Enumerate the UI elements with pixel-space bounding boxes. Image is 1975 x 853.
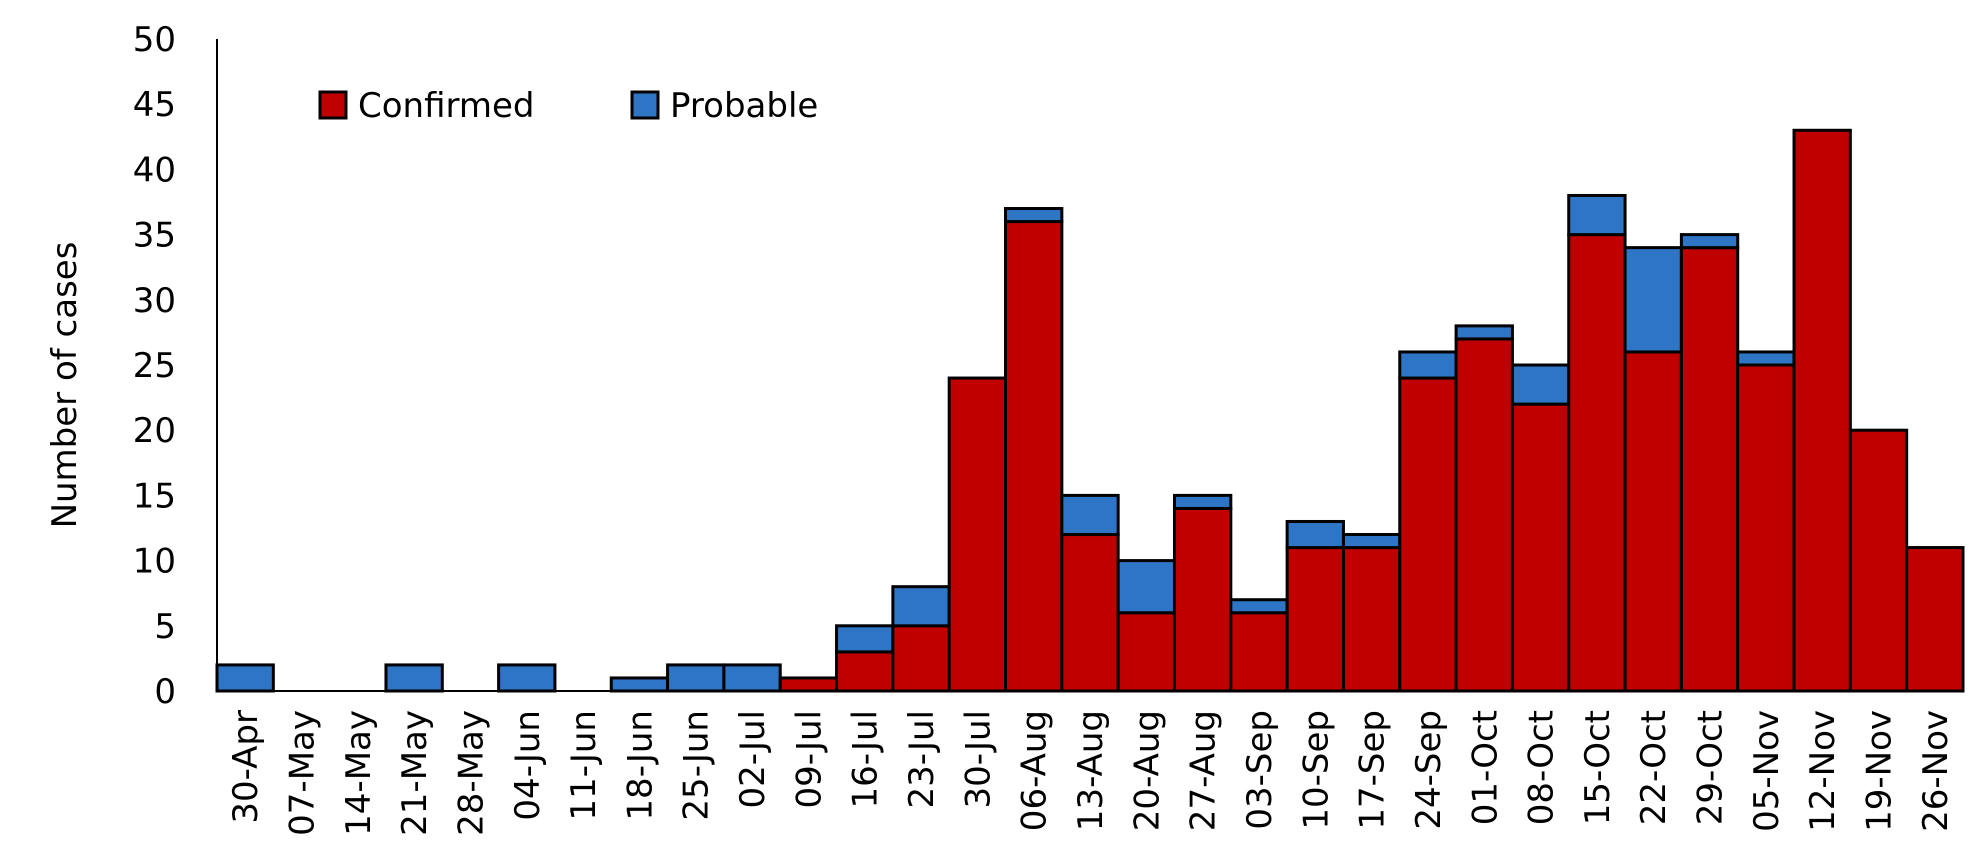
x-tick-label: 03-Sep [1240,710,1280,830]
x-tick-label: 26-Nov [1916,710,1956,832]
x-tick-label: 21-May [395,710,435,836]
x-tick-label: 18-Jun [620,710,660,821]
x-tick-label: 15-Oct [1578,710,1618,825]
x-tick-label: 14-May [339,710,379,836]
x-tick-label: 24-Sep [1409,710,1449,830]
x-tick-label: 27-Aug [1184,710,1224,831]
y-tick-label: 5 [154,607,176,647]
x-tick-label: 30-Jul [958,710,998,808]
bar-confirmed-27-aug [1172,506,1233,693]
x-tick-label: 12-Nov [1803,710,1843,832]
bar-confirmed-16-jul [835,650,895,693]
bar-probable-25-jun [666,663,726,693]
bar-probable-10-sep [1285,519,1345,550]
y-tick-label: 0 [154,672,176,712]
bar-confirmed-06-aug [1004,220,1064,693]
bar-confirmed-20-aug [1116,611,1176,693]
bar-probable-16-jul [835,624,895,654]
y-tick-label: 35 [133,216,176,256]
x-tick-label: 22-Oct [1634,710,1674,825]
bar-probable-06-aug [1004,207,1064,224]
x-tick-label: 17-Sep [1353,710,1393,830]
bar-probable-29-oct [1679,233,1740,250]
bar-probable-04-jun [497,663,557,693]
x-tick-label: 16-Jul [846,710,886,808]
bar-confirmed-15-oct [1567,233,1627,693]
x-tick-label: 19-Nov [1860,710,1900,832]
bars [215,128,1965,693]
x-tick-label: 09-Jul [789,710,829,808]
bar-confirmed-29-oct [1679,246,1740,693]
x-tick-label: 25-Jun [677,710,717,821]
bar-probable-21-may [384,663,444,693]
y-tick-label: 40 [133,150,176,190]
x-tick-label: 20-Aug [1127,710,1167,831]
bar-confirmed-26-nov [1905,546,1965,693]
bar-confirmed-17-sep [1341,546,1402,693]
bar-probable-15-oct [1567,193,1627,237]
y-axis-title: Number of cases [45,242,85,529]
legend: Confirmed Probable [318,86,818,126]
bar-probable-24-sep [1398,350,1458,380]
y-tick-label: 45 [133,85,176,125]
x-tick-label: 11-Jun [564,710,604,821]
y-tick-labels: 0 5 10 15 20 25 30 35 40 45 50 [133,20,176,712]
bar-confirmed-05-nov [1736,363,1796,693]
bar-confirmed-22-oct [1623,350,1683,693]
bar-probable-13-aug [1060,493,1120,537]
legend-label-confirmed: Confirmed [358,86,535,126]
x-tick-label: 05-Nov [1747,710,1787,832]
bar-probable-17-sep [1341,533,1402,550]
y-tick-label: 15 [133,476,176,516]
bar-probable-02-jul [722,663,782,693]
x-tick-label: 07-May [282,710,322,836]
bar-probable-30-apr [215,663,275,693]
bar-confirmed-08-oct [1510,402,1571,693]
bar-probable-27-aug [1172,493,1233,510]
bar-probable-20-aug [1116,559,1176,615]
x-tick-label: 10-Sep [1296,710,1336,830]
bar-confirmed-24-sep [1398,376,1458,693]
x-tick-label: 08-Oct [1522,710,1562,825]
y-tick-label: 30 [133,281,176,321]
bar-probable-03-sep [1229,598,1289,615]
x-tick-label: 06-Aug [1015,710,1055,831]
bar-confirmed-09-jul [778,676,839,693]
bar-confirmed-03-sep [1229,611,1289,693]
y-tick-label: 50 [133,20,176,60]
bar-confirmed-01-oct [1454,337,1514,693]
bar-probable-08-oct [1510,363,1571,406]
bar-confirmed-13-aug [1060,533,1120,693]
x-tick-label: 29-Oct [1691,710,1731,825]
bar-probable-22-oct [1623,246,1683,354]
bar-probable-18-jun [609,676,670,693]
x-tick-label: 23-Jul [902,710,942,808]
bar-confirmed-23-jul [891,624,951,693]
bar-probable-23-jul [891,585,951,628]
legend-label-probable: Probable [670,86,818,126]
x-tick-label: 13-Aug [1071,710,1111,831]
x-tick-label: 28-May [451,710,491,836]
bar-confirmed-12-nov [1792,128,1852,693]
bar-probable-01-oct [1454,324,1514,341]
bar-confirmed-19-nov [1848,428,1909,693]
bar-confirmed-10-sep [1285,546,1345,693]
x-tick-labels: 30-Apr 07-May 14-May 21-May 28-May 04-Jun 11-J… [226,710,1956,836]
x-tick-label: 02-Jul [733,710,773,808]
bar-probable-05-nov [1736,350,1796,367]
legend-swatch-probable [630,90,660,120]
bar-confirmed-30-jul [947,376,1008,693]
x-tick-label: 04-Jun [508,710,548,821]
x-tick-label: 01-Oct [1465,710,1505,825]
y-tick-label: 25 [133,346,176,386]
x-tick-label: 30-Apr [226,710,266,824]
legend-swatch-confirmed [318,90,348,120]
y-tick-label: 10 [133,542,176,582]
y-tick-label: 20 [133,411,176,451]
